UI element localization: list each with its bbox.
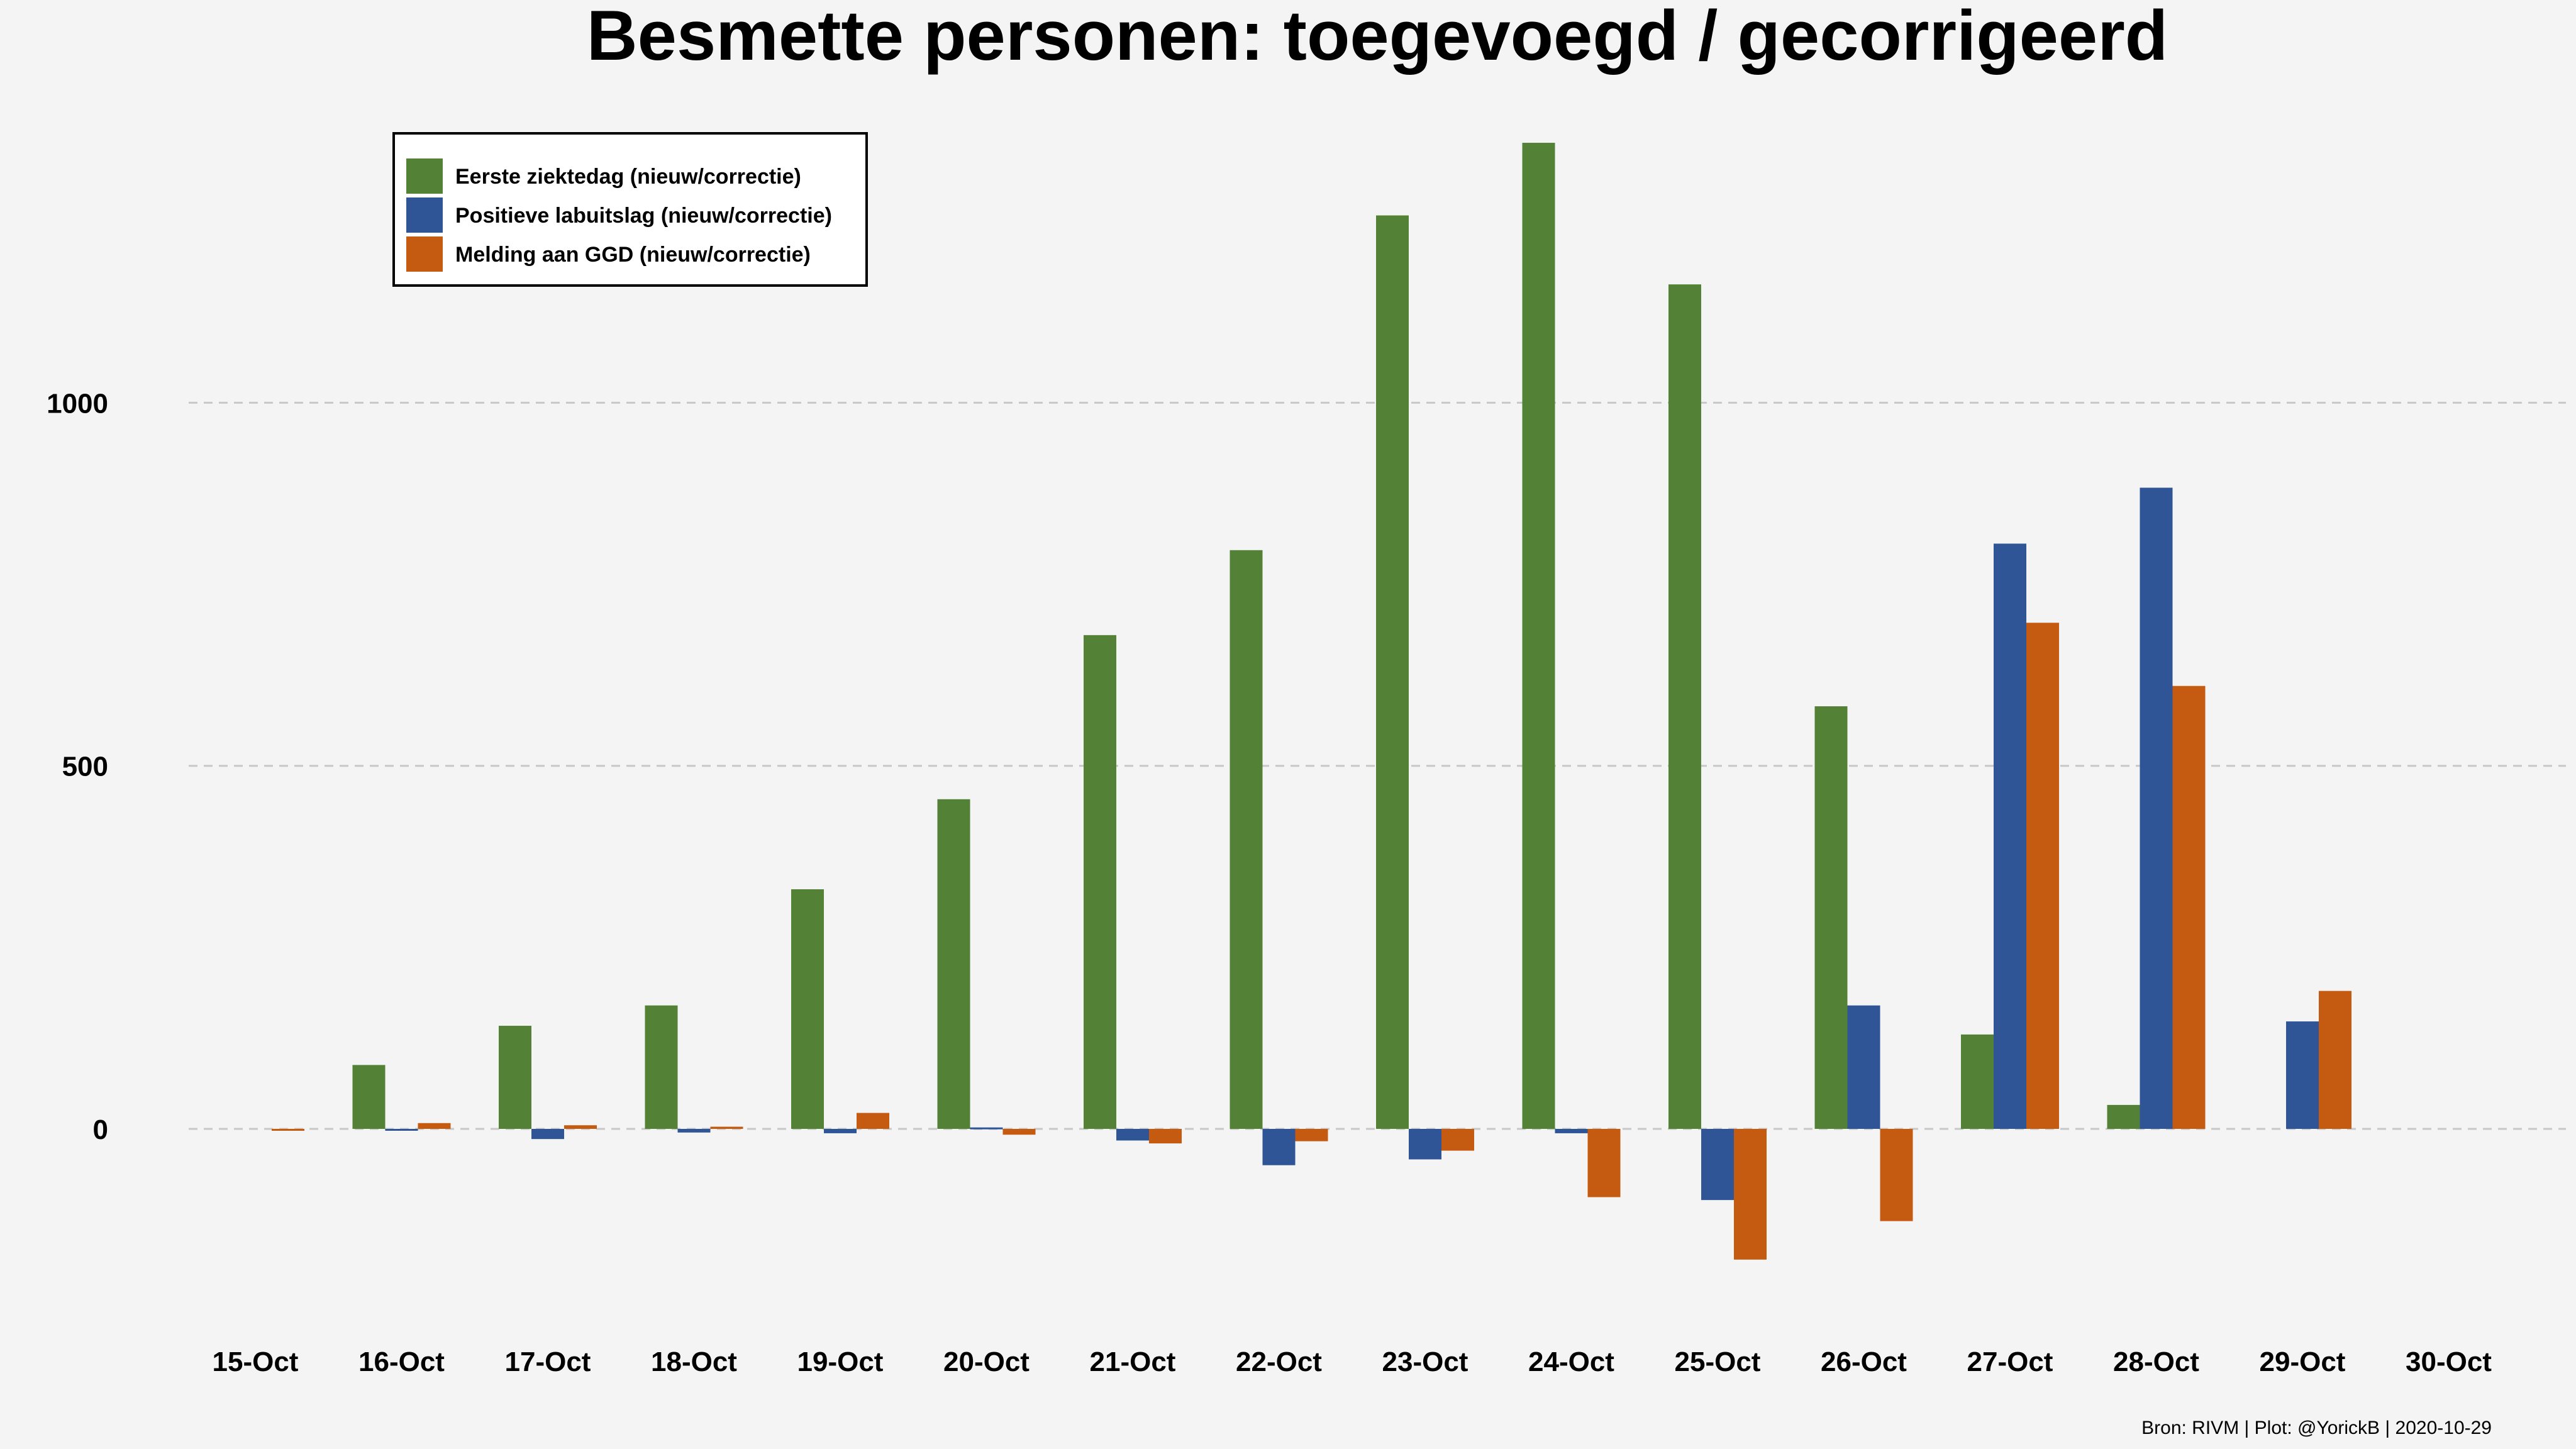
bar-17-oct-series-3 <box>564 1125 597 1129</box>
legend-box <box>392 132 868 287</box>
x-tick-label: 26-Oct <box>1821 1346 1907 1377</box>
bar-27-oct-series-2 <box>1994 543 2026 1129</box>
x-tick-label: 28-Oct <box>2113 1346 2199 1377</box>
x-tick-label: 15-Oct <box>213 1346 299 1377</box>
bar-28-oct-series-1 <box>2107 1104 2140 1129</box>
legend-label: Melding aan GGD (nieuw/correctie) <box>455 243 811 267</box>
x-tick-label: 22-Oct <box>1236 1346 1322 1377</box>
bar-25-oct-series-1 <box>1668 284 1701 1129</box>
chart-caption: Bron: RIVM | Plot: @YorickB | 2020-10-29 <box>2141 1418 2492 1438</box>
bar-22-oct-series-1 <box>1230 550 1263 1129</box>
bar-18-oct-series-1 <box>645 1005 678 1129</box>
bar-20-oct-series-3 <box>1002 1129 1036 1135</box>
bar-28-oct-series-2 <box>2140 487 2173 1129</box>
bar-19-oct-series-2 <box>824 1129 857 1133</box>
y-tick-label: 500 <box>62 752 108 782</box>
bar-19-oct-series-1 <box>791 889 824 1129</box>
legend-swatch <box>406 197 443 233</box>
bar-23-oct-series-2 <box>1409 1129 1441 1160</box>
x-tick-label: 18-Oct <box>651 1346 737 1377</box>
bar-20-oct-series-1 <box>937 799 970 1129</box>
bar-22-oct-series-3 <box>1295 1129 1328 1141</box>
bar-19-oct-series-3 <box>857 1113 889 1129</box>
x-axis-tick-labels: 15-Oct 16-Oct 17-Oct 18-Oct 19-Oct 20-Oct 21-O… <box>213 1346 2492 1377</box>
x-tick-label: 20-Oct <box>943 1346 1030 1377</box>
bar-16-oct-series-3 <box>418 1123 451 1129</box>
legend-swatch <box>406 158 443 194</box>
y-tick-label: 1000 <box>47 388 108 419</box>
bar-26-oct-series-1 <box>1814 706 1848 1129</box>
y-tick-label: 0 <box>93 1114 108 1145</box>
legend-swatch <box>406 236 443 272</box>
legend-label: Eerste ziektedag (nieuw/correctie) <box>455 165 801 189</box>
x-tick-label: 19-Oct <box>797 1346 884 1377</box>
legend: Eerste ziektedag (nieuw/correctie) Positi… <box>392 132 868 287</box>
bar-15-oct-series-3 <box>272 1129 304 1131</box>
bar-17-oct-series-2 <box>531 1129 564 1140</box>
bar-24-oct-series-1 <box>1522 143 1555 1129</box>
x-tick-label: 24-Oct <box>1528 1346 1614 1377</box>
x-tick-label: 29-Oct <box>2260 1346 2346 1377</box>
bar-28-oct-series-3 <box>2172 686 2206 1129</box>
bar-27-oct-series-3 <box>2026 623 2059 1129</box>
x-tick-label: 25-Oct <box>1675 1346 1761 1377</box>
bar-24-oct-series-2 <box>1555 1129 1588 1133</box>
bar-16-oct-series-2 <box>385 1129 418 1131</box>
bar-25-oct-series-3 <box>1734 1129 1767 1260</box>
bar-26-oct-series-2 <box>1847 1005 1880 1129</box>
bar-23-oct-series-1 <box>1376 215 1409 1130</box>
bar-21-oct-series-1 <box>1084 635 1116 1129</box>
x-tick-label: 16-Oct <box>358 1346 445 1377</box>
y-axis-tick-labels: 0 500 1000 <box>47 388 108 1145</box>
x-tick-label: 23-Oct <box>1382 1346 1468 1377</box>
bars <box>272 143 2351 1260</box>
bar-17-oct-series-1 <box>499 1026 531 1129</box>
bar-18-oct-series-2 <box>677 1129 711 1133</box>
x-tick-label: 21-Oct <box>1090 1346 1176 1377</box>
chart-title: Besmette personen: toegevoegd / gecorrig… <box>587 0 2168 75</box>
bar-18-oct-series-3 <box>710 1126 743 1129</box>
x-tick-label: 27-Oct <box>1967 1346 2053 1377</box>
bar-24-oct-series-3 <box>1587 1129 1621 1197</box>
bar-16-oct-series-1 <box>352 1065 386 1129</box>
bar-23-oct-series-3 <box>1441 1129 1474 1151</box>
bar-29-oct-series-2 <box>2286 1021 2319 1129</box>
bar-21-oct-series-2 <box>1116 1129 1149 1141</box>
x-tick-label: 17-Oct <box>505 1346 591 1377</box>
bar-22-oct-series-2 <box>1262 1129 1296 1165</box>
bar-20-oct-series-2 <box>970 1127 1003 1130</box>
bar-27-oct-series-1 <box>1961 1034 1994 1129</box>
bar-25-oct-series-2 <box>1701 1129 1734 1201</box>
legend-items: Eerste ziektedag (nieuw/correctie) Positi… <box>406 158 832 272</box>
bar-26-oct-series-3 <box>1880 1129 1913 1221</box>
x-tick-label: 30-Oct <box>2406 1346 2492 1377</box>
bar-21-oct-series-3 <box>1149 1129 1182 1144</box>
bar-29-oct-series-3 <box>2319 991 2351 1129</box>
legend-label: Positieve labuitslag (nieuw/correctie) <box>455 204 832 228</box>
